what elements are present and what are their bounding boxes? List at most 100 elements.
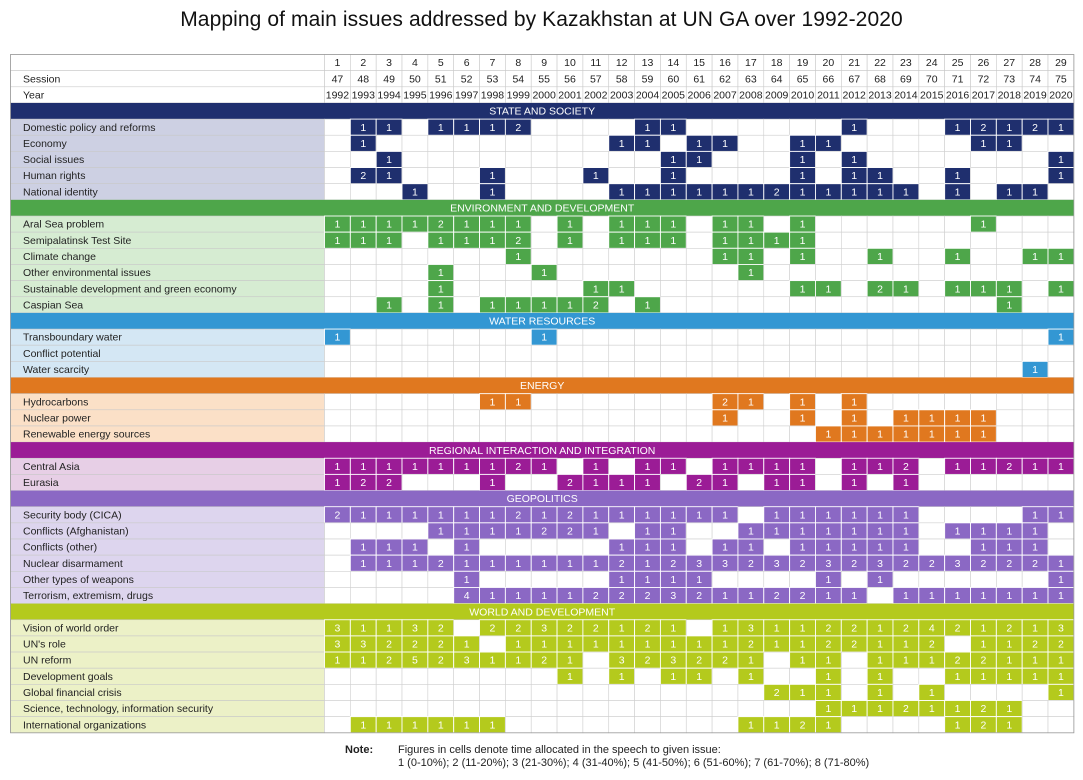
data-value: 2 — [851, 558, 857, 570]
data-cell — [453, 361, 480, 378]
data-cell — [530, 409, 558, 427]
data-value: 1 — [903, 412, 909, 424]
data-cell — [918, 231, 945, 249]
data-cell — [970, 328, 997, 346]
data-value: 1 — [696, 186, 702, 198]
data-value: 2 — [800, 719, 806, 731]
session-number: 61 — [693, 73, 705, 85]
data-cell — [582, 651, 610, 669]
data-cell — [479, 248, 506, 265]
data-value: 1 — [774, 461, 780, 473]
data-value: 1 — [645, 526, 651, 538]
data-cell — [944, 635, 971, 653]
data-value: 2 — [774, 186, 780, 198]
row-label: Renewable energy sources — [23, 429, 150, 441]
column-number: 10 — [564, 57, 576, 69]
data-cell — [582, 667, 610, 685]
data-value: 1 — [490, 590, 496, 602]
data-cell — [996, 231, 1023, 249]
data-value: 1 — [1006, 283, 1012, 295]
data-cell — [737, 296, 765, 314]
data-value: 1 — [955, 412, 961, 424]
data-cell — [324, 425, 351, 443]
data-cell — [892, 151, 920, 168]
data-cell — [556, 409, 584, 427]
data-cell — [685, 716, 713, 734]
data-cell — [866, 134, 894, 152]
data-value: 1 — [464, 719, 470, 731]
data-cell — [763, 167, 790, 185]
data-cell — [1021, 231, 1049, 249]
data-value: 1 — [929, 655, 935, 667]
table-border — [10, 54, 1075, 734]
data-value: 1 — [774, 622, 780, 634]
data-value: 1 — [1058, 590, 1064, 602]
data-value: 1 — [386, 299, 392, 311]
data-cell — [1021, 328, 1049, 346]
data-cell — [660, 134, 687, 152]
session-number: 58 — [616, 73, 628, 85]
data-cell — [479, 328, 506, 346]
data-cell — [944, 506, 971, 524]
data-cell — [582, 716, 610, 734]
data-cell — [350, 183, 377, 201]
session-number: 63 — [745, 73, 757, 85]
data-cell — [608, 296, 635, 314]
data-cell — [505, 134, 532, 152]
data-cell — [401, 134, 429, 152]
data-value: 1 — [593, 170, 599, 182]
data-value: 1 — [980, 412, 986, 424]
data-cell — [1021, 474, 1049, 491]
data-value: 2 — [360, 170, 366, 182]
data-cell — [1047, 474, 1075, 491]
data-value: 1 — [541, 509, 547, 521]
data-value: 1 — [490, 655, 496, 667]
data-cell — [918, 361, 945, 378]
data-value: 1 — [360, 622, 366, 634]
data-cell — [944, 231, 971, 249]
data-cell — [918, 538, 945, 556]
row-label: Development goals — [23, 671, 113, 683]
data-cell — [815, 409, 842, 427]
data-cell — [892, 684, 920, 701]
row-label: Global financial crisis — [23, 687, 122, 699]
data-cell — [815, 296, 842, 314]
data-cell — [350, 425, 377, 443]
data-cell — [479, 425, 506, 443]
data-cell — [737, 344, 765, 362]
data-cell — [840, 361, 868, 378]
data-cell — [324, 296, 351, 314]
chart-title: Mapping of main issues addressed by Kaza… — [180, 8, 903, 31]
data-value: 1 — [825, 283, 831, 295]
data-value: 1 — [567, 671, 573, 683]
data-value: 1 — [929, 429, 935, 441]
data-value: 2 — [567, 622, 573, 634]
data-value: 1 — [955, 122, 961, 134]
data-value: 2 — [1006, 622, 1012, 634]
data-value: 1 — [800, 219, 806, 231]
session-number: 74 — [1029, 73, 1041, 85]
data-cell — [944, 538, 971, 556]
data-value: 1 — [800, 235, 806, 247]
row-label: Terrorism, extremism, drugs — [23, 590, 153, 602]
data-cell — [453, 344, 480, 362]
data-cell — [453, 280, 480, 298]
data-value: 1 — [877, 639, 883, 651]
data-cell — [1021, 700, 1049, 717]
row-label: Domestic policy and reforms — [23, 122, 155, 134]
data-cell — [840, 264, 868, 281]
session-number: 55 — [538, 73, 550, 85]
session-number: 75 — [1055, 73, 1067, 85]
data-cell — [505, 684, 532, 701]
data-cell — [996, 151, 1023, 168]
data-cell — [763, 393, 790, 411]
data-cell — [608, 264, 635, 281]
data-value: 1 — [1006, 186, 1012, 198]
data-value: 3 — [541, 622, 547, 634]
data-cell — [660, 264, 687, 281]
header-label-cell — [10, 54, 325, 71]
data-value: 1 — [438, 526, 444, 538]
column-number: 15 — [693, 57, 705, 69]
data-cell — [505, 280, 532, 298]
column-number: 27 — [1003, 57, 1015, 69]
